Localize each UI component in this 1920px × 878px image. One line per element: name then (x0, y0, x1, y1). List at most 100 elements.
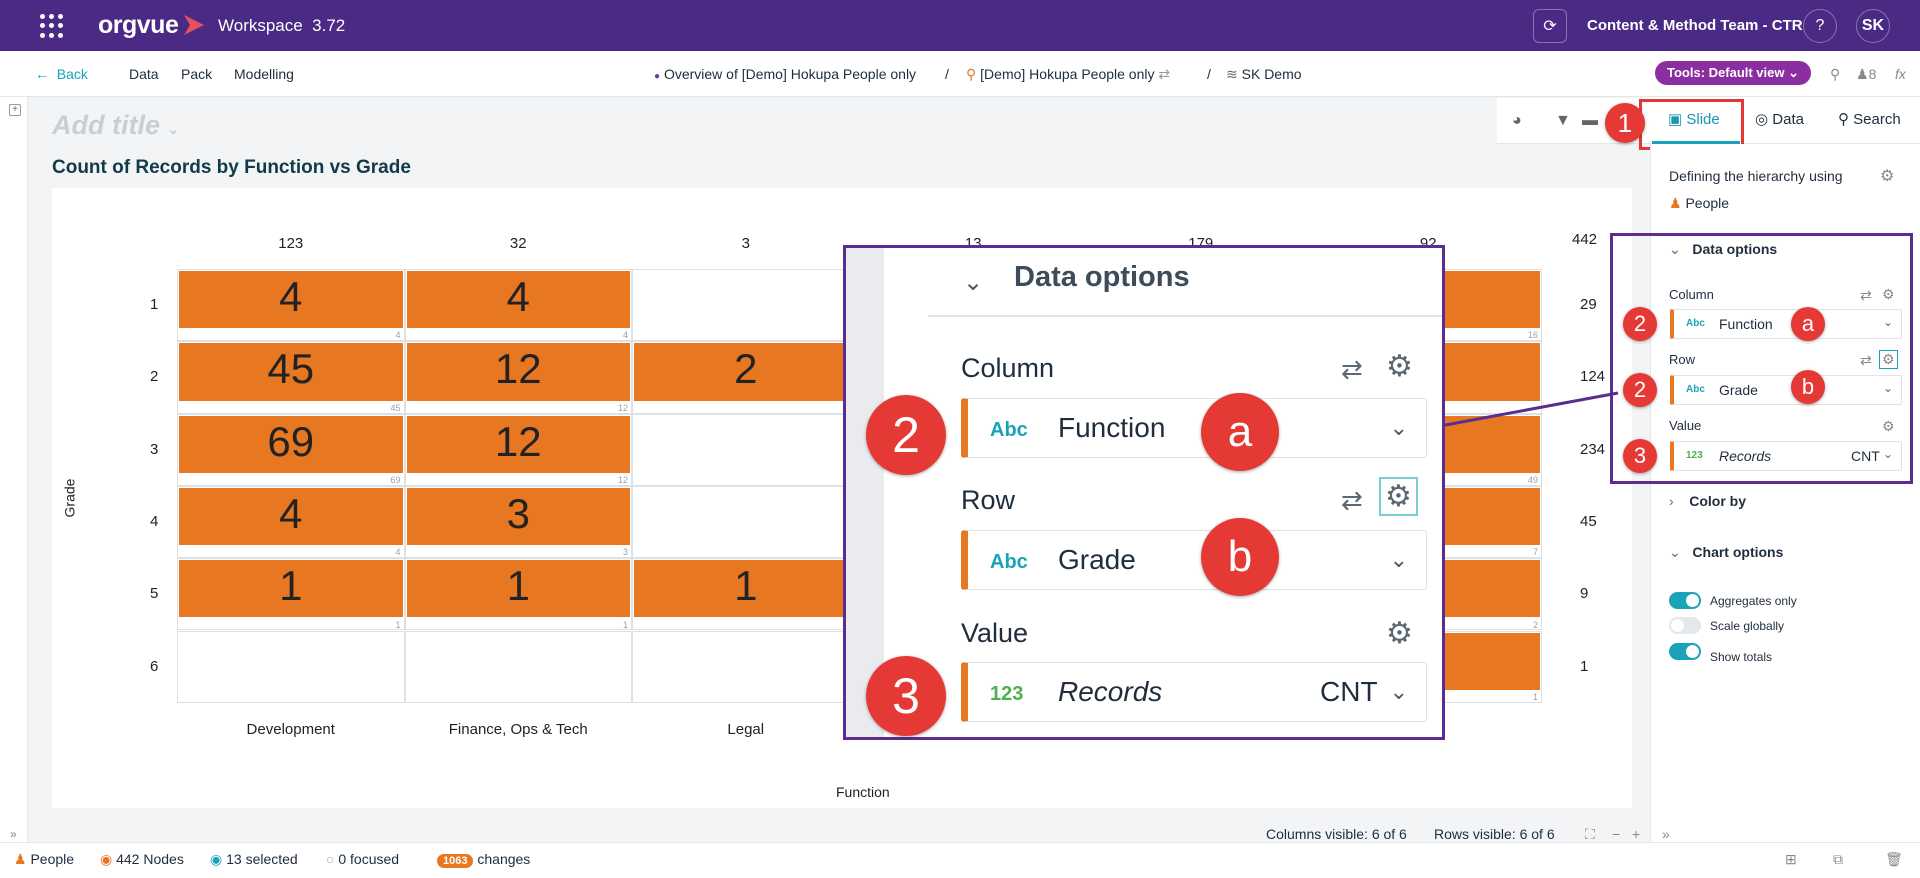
tab-search[interactable]: ⚲ Search (1838, 111, 1901, 128)
palette-icon[interactable]: ◕ (1512, 112, 1522, 129)
color-by-header[interactable]: › Color by (1669, 493, 1747, 509)
duplicate-icon[interactable]: ⧉ (1833, 851, 1843, 867)
fit-screen-icon[interactable]: ⛶ (1585, 826, 1595, 842)
app-logo[interactable]: orgvue (98, 11, 179, 39)
grid-cell (632, 630, 860, 703)
data-options-highlight (1610, 233, 1913, 484)
breadcrumb-pack[interactable]: ≋ SK Demo (1226, 66, 1302, 82)
zoom-in-icon[interactable]: + (1632, 826, 1641, 842)
comment-icon[interactable]: ▬ (1582, 112, 1598, 129)
heatmap-bar[interactable] (406, 415, 630, 473)
swap-icon: ⇄ (1158, 66, 1171, 82)
status-selected[interactable]: ◉ 13 selected (210, 851, 298, 867)
overlay-callout-2: 2 (866, 395, 946, 475)
user-avatar[interactable]: SK (1856, 9, 1890, 43)
nav-pack[interactable]: Pack (181, 66, 213, 82)
gear-icon[interactable]: ⚙ (1879, 350, 1898, 369)
gear-icon[interactable]: ⚙ (1880, 168, 1895, 185)
right-sidebar (1650, 144, 1920, 842)
show-totals-label: Show totals (1710, 650, 1773, 664)
row-label: Row (1669, 352, 1696, 367)
value-field[interactable]: 123 Records CNT ⌄ (1670, 441, 1902, 471)
breadcrumb-overview[interactable]: ● Overview of [Demo] Hokupa People only (654, 66, 917, 82)
expand-panel-icon[interactable]: » (1662, 826, 1670, 842)
heatmap-bar[interactable] (179, 560, 403, 618)
heatmap-bar[interactable] (406, 487, 630, 546)
heatmap-bar[interactable] (179, 271, 403, 329)
heatmap-bar[interactable] (179, 487, 403, 546)
column-total-label: 3 (741, 235, 750, 252)
bar-value-label: 3 (506, 489, 530, 537)
heatmap-bar[interactable] (634, 343, 858, 401)
refresh-button[interactable]: ⟳ (1533, 9, 1567, 43)
slide-icon: ▣ (1668, 111, 1683, 128)
aggregates-only-toggle[interactable] (1669, 592, 1701, 609)
heatmap-bar[interactable] (406, 271, 630, 329)
swap-icon: ⇄ (1341, 354, 1363, 384)
status-focused[interactable]: ○ 0 focused (326, 851, 400, 867)
tab-slide[interactable]: ▣ Slide (1668, 111, 1720, 128)
team-name[interactable]: Content & Method Team - CTR (1587, 17, 1803, 34)
swap-icon[interactable]: ⇄ (1860, 287, 1872, 303)
status-nodes[interactable]: ◉ 442 Nodes (100, 851, 184, 867)
gear-icon[interactable]: ⚙ (1882, 286, 1895, 302)
callout-3-value: 3 (1623, 439, 1657, 473)
row-label: 1 (150, 296, 159, 313)
overlay-row-field: Abc Grade ⌄ (961, 530, 1427, 590)
add-icon[interactable]: + (9, 104, 21, 116)
tools-dropdown[interactable]: Tools: Default view ⌄ (1655, 61, 1811, 85)
pin-icon[interactable]: ⚲ (1830, 66, 1841, 82)
app-grid-icon[interactable] (40, 14, 64, 38)
bar-value-label: 4 (506, 273, 530, 320)
gear-icon[interactable]: ⚙ (1882, 418, 1895, 434)
text-type-icon: Abc (1686, 318, 1705, 329)
person-icon: ♟ (1856, 66, 1869, 82)
chart-title: Count of Records by Function vs Grade (52, 157, 411, 178)
grid-cell (632, 269, 860, 342)
filter-icon[interactable]: ▼ (1555, 112, 1571, 129)
overlay-value-label: Value (961, 618, 1029, 648)
show-totals-toggle[interactable] (1669, 643, 1701, 660)
column-label: Legal (727, 720, 765, 738)
chart-options-header[interactable]: ⌄ Chart options (1669, 544, 1784, 560)
hierarchy-value[interactable]: ♟ People (1669, 195, 1730, 211)
row-field[interactable]: Abc Grade ⌄ (1670, 375, 1902, 405)
cell-count-label: 12 (617, 402, 628, 413)
heatmap-bar[interactable] (179, 415, 403, 473)
bar-value-label: 12 (494, 345, 542, 393)
heatmap-bar[interactable] (634, 560, 858, 618)
zoom-out-icon[interactable]: − (1612, 826, 1621, 842)
swap-icon[interactable]: ⇄ (1860, 352, 1872, 368)
expand-icon[interactable]: » (10, 827, 17, 841)
overlay-column-label: Column (961, 353, 1055, 383)
bar-value-label: 2 (734, 345, 758, 393)
data-options-header[interactable]: ⌄ Data options (1669, 241, 1778, 257)
column-field[interactable]: Abc Function ⌄ (1670, 309, 1902, 339)
breadcrumb-dataset[interactable]: ⚲ [Demo] Hokupa People only ⇄ (966, 66, 1171, 82)
trash-icon[interactable]: 🗑 (1885, 851, 1903, 867)
row-label: 6 (150, 657, 159, 675)
tab-data[interactable]: ◎ Data (1755, 111, 1804, 128)
nav-data[interactable]: Data (129, 66, 159, 82)
heatmap-bar[interactable] (406, 343, 630, 401)
scale-globally-toggle[interactable] (1669, 617, 1701, 634)
callout-2-column: 2 (1623, 307, 1657, 341)
users-count[interactable]: ♟8 (1856, 66, 1877, 82)
fx-button[interactable]: fx (1895, 66, 1906, 82)
bar-value-label: 4 (279, 489, 303, 537)
slide-tab-highlight (1639, 99, 1744, 150)
rows-visible: Rows visible: 6 of 6 (1434, 826, 1555, 842)
help-button[interactable]: ? (1803, 9, 1837, 43)
add-slide-icon[interactable]: ⊞ (1785, 851, 1797, 867)
heatmap-bar[interactable] (179, 343, 403, 401)
bar-value-label: 1 (279, 562, 303, 610)
nav-modelling[interactable]: Modelling (234, 66, 294, 82)
heatmap-bar[interactable] (406, 560, 630, 618)
add-title-input[interactable]: Add title ⌄ (52, 110, 180, 140)
column-label: Column (1669, 287, 1714, 302)
back-link[interactable]: ← Back (35, 66, 88, 82)
row-total-label: 1 (1580, 657, 1589, 675)
status-people[interactable]: ♟ People (14, 851, 75, 867)
row-total-label: 29 (1580, 296, 1597, 313)
status-changes[interactable]: 1063 changes (437, 851, 530, 868)
